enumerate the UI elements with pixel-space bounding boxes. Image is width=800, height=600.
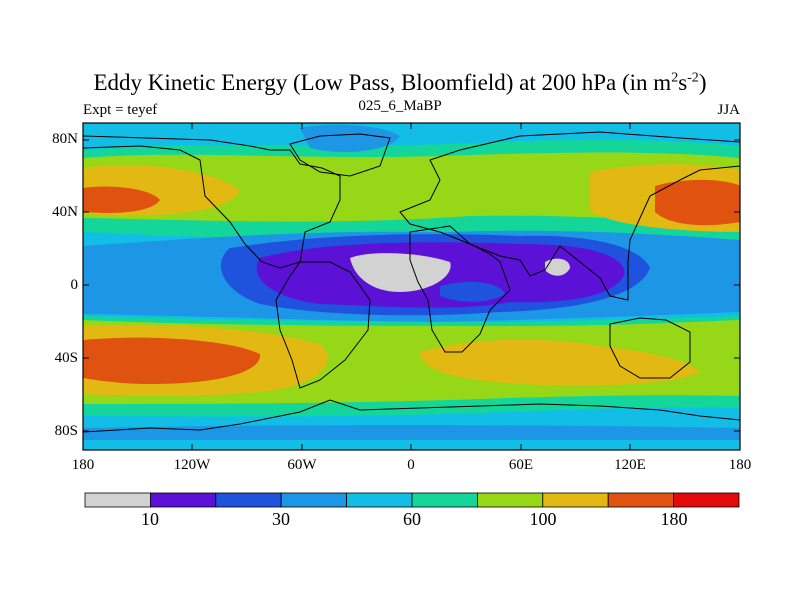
x-label-120w: 120W bbox=[173, 457, 211, 473]
colorbar-box-0 bbox=[84, 492, 151, 508]
experiment-label: Expt = teyef bbox=[83, 102, 158, 118]
contour-blue-arctic bbox=[300, 124, 400, 152]
contour-yellowgreen-north bbox=[83, 152, 740, 222]
x-label-60w: 60W bbox=[287, 457, 317, 473]
colorbar-box-4 bbox=[346, 492, 413, 508]
coast-south-america bbox=[275, 261, 371, 389]
coast-eurasia bbox=[399, 131, 740, 301]
colorbar-label-100: 100 bbox=[529, 509, 557, 529]
colorbar-box-5 bbox=[411, 492, 478, 508]
x-label-180w: 180 bbox=[71, 457, 95, 473]
coast-africa bbox=[409, 225, 511, 353]
contour-blue-pocket bbox=[440, 281, 505, 302]
y-label-0: 0 bbox=[70, 277, 79, 293]
y-label-80n: 80N bbox=[52, 131, 78, 147]
contour-red-north-west bbox=[83, 186, 160, 213]
contour-gray-asia bbox=[545, 258, 570, 276]
x-label-120e: 120E bbox=[614, 457, 646, 473]
y-label-40s: 40S bbox=[54, 350, 78, 366]
coast-greenland bbox=[289, 133, 391, 177]
contour-red-south bbox=[83, 337, 261, 384]
colorbar-box-9 bbox=[673, 492, 740, 508]
contour-gray-america bbox=[350, 253, 451, 292]
colorbar bbox=[84, 492, 740, 508]
colorbar-box-2 bbox=[215, 492, 282, 508]
contour-field bbox=[83, 123, 740, 450]
colorbar-label-60: 60 bbox=[403, 509, 421, 529]
colorbar-label-180: 180 bbox=[660, 509, 688, 529]
colorbar-box-6 bbox=[476, 492, 544, 508]
x-label-180e: 180 bbox=[728, 457, 752, 473]
x-label-60e: 60E bbox=[508, 457, 534, 473]
colorbar-label-30: 30 bbox=[272, 509, 290, 529]
coast-antarctica bbox=[83, 399, 740, 433]
season-label: JJA bbox=[717, 102, 740, 118]
y-label-40n: 40N bbox=[52, 204, 78, 220]
subtitle: 025_6_MaBP bbox=[358, 98, 442, 114]
coastlines bbox=[83, 131, 740, 433]
coast-australia bbox=[609, 317, 691, 379]
colorbar-box-1 bbox=[149, 492, 217, 508]
contour-orange-south-east bbox=[420, 339, 700, 386]
y-label-80s: 80S bbox=[54, 423, 78, 439]
plot-title: Eddy Kinetic Energy (Low Pass, Bloomfiel… bbox=[93, 70, 707, 95]
x-label-0: 0 bbox=[407, 457, 415, 473]
colorbar-box-8 bbox=[607, 492, 675, 508]
colorbar-box-3 bbox=[280, 492, 348, 508]
coast-north-america bbox=[83, 135, 341, 269]
colorbar-box-7 bbox=[542, 492, 609, 508]
contour-red-north-east bbox=[655, 179, 740, 226]
colorbar-label-10: 10 bbox=[141, 509, 159, 529]
tick-marks bbox=[83, 123, 740, 450]
